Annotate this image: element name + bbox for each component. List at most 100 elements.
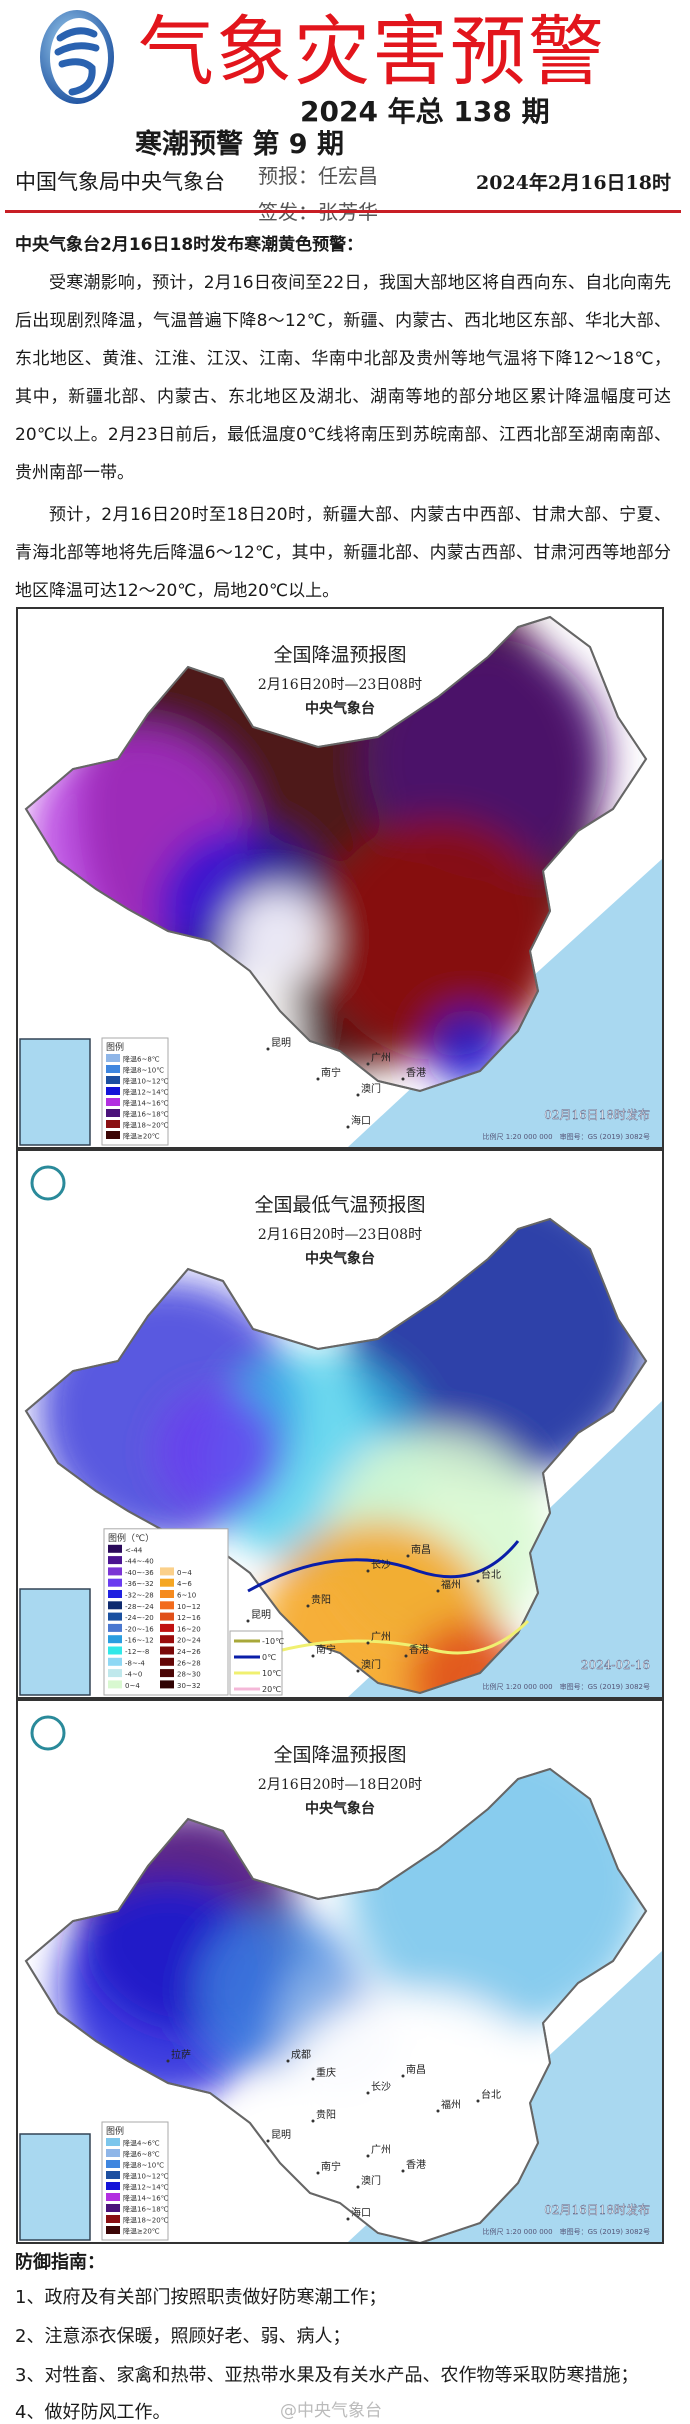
legend-label: 降温12~14℃ bbox=[123, 1088, 169, 1097]
legend-label: -8~-4 bbox=[125, 1659, 145, 1667]
legend-label: -36~-32 bbox=[125, 1580, 154, 1588]
legend-swatch bbox=[160, 1646, 174, 1655]
city-label: 广州 bbox=[371, 1052, 391, 1064]
legend-swatch bbox=[106, 2149, 120, 2157]
legend-label: 降温18~20℃ bbox=[123, 2216, 169, 2225]
legend-label: 降温4~6℃ bbox=[123, 2139, 160, 2148]
legend-title: 图例（℃） bbox=[108, 1532, 154, 1544]
legend-swatch bbox=[108, 1590, 122, 1598]
legend-swatch bbox=[106, 1120, 120, 1128]
city-label: 台北 bbox=[481, 1568, 501, 1581]
legend-label: 12~16 bbox=[177, 1614, 201, 1622]
legend-label: -12~-8 bbox=[125, 1648, 149, 1656]
city-label: 南宁 bbox=[316, 1643, 336, 1656]
cooling-forecast-map: 全国降温预报图 2月16日20时—23日08时 中央气象台 昆明 南宁 广州 香港 澳门 海口 图… bbox=[16, 607, 664, 1149]
legend-swatch bbox=[108, 1578, 122, 1587]
legend-label: 降温16~18℃ bbox=[123, 1110, 169, 1119]
map-agency: 中央气象台 bbox=[305, 700, 375, 717]
isoline-label: 0℃ bbox=[262, 1653, 276, 1662]
legend-swatch bbox=[160, 1657, 174, 1666]
city-label: 福州 bbox=[441, 1578, 461, 1591]
city-label: 南宁 bbox=[321, 2160, 341, 2173]
legend-label: 降温6~8℃ bbox=[123, 2150, 160, 2159]
legend-label: 28~30 bbox=[177, 1671, 201, 1679]
legend-label: 降温6~8℃ bbox=[123, 1055, 160, 1064]
city-label: 南宁 bbox=[321, 1066, 341, 1079]
map-period: 2月16日20时—18日20时 bbox=[258, 1777, 422, 1793]
cma-logo bbox=[40, 10, 114, 104]
cooling-forecast-map-48h: 全国降温预报图 2月16日20时—18日20时 中央气象台 拉萨 成都 重庆 长沙 南昌 贵阳昆… bbox=[16, 1699, 664, 2244]
legend-label: 降温16~18℃ bbox=[123, 2205, 169, 2214]
city-label: 贵阳 bbox=[316, 2108, 336, 2121]
legend-swatch bbox=[108, 1635, 122, 1644]
legend-swatch bbox=[106, 2193, 120, 2201]
forecaster: 预报：任宏昌 bbox=[258, 164, 378, 188]
legend-label: -40~-36 bbox=[125, 1569, 154, 1577]
legend-swatch bbox=[106, 2171, 120, 2179]
legend-swatch bbox=[108, 1646, 122, 1655]
issuing-org: 中国气象局中央气象台 bbox=[15, 170, 225, 194]
legend-label: 降温10~12℃ bbox=[123, 2172, 169, 2181]
map-period: 2月16日20时—23日08时 bbox=[258, 1227, 422, 1243]
legend-swatch bbox=[106, 1065, 120, 1073]
issue-stamp: 2024-02-16 bbox=[581, 1658, 650, 1672]
legend-label: 降温≥20℃ bbox=[123, 1132, 160, 1141]
header-divider bbox=[5, 210, 681, 213]
legend-swatch bbox=[106, 2182, 120, 2190]
map-agency: 中央气象台 bbox=[305, 1800, 375, 1817]
map-scale-note: 比例尺 1:20 000 000 审图号：GS (2019) 3082号 bbox=[482, 2227, 650, 2236]
legend-swatch bbox=[160, 1601, 174, 1610]
city-label: 广州 bbox=[371, 1631, 391, 1643]
legend-swatch bbox=[106, 1131, 120, 1139]
paragraph: 预计，2月16日20时至18日20时，新疆大部、内蒙古中西部、甘肃大部、宁夏、青… bbox=[15, 505, 671, 601]
guide-item: 2、注意添衣保暖，照顾好老、弱、病人； bbox=[15, 2326, 351, 2347]
city-label: 贵阳 bbox=[311, 1593, 331, 1606]
ten-isoline bbox=[277, 1619, 530, 1655]
issue-date: 2024年2月16日18时 bbox=[476, 172, 671, 194]
legend-label: 4~6 bbox=[177, 1580, 192, 1588]
legend-swatch bbox=[106, 2138, 120, 2146]
city-label: 昆明 bbox=[271, 2129, 291, 2141]
legend-label: 降温8~10℃ bbox=[123, 1066, 164, 1075]
warning-issue: 寒潮预警 第 9 期 bbox=[135, 129, 344, 160]
zero-isoline bbox=[247, 1540, 520, 1593]
legend-title: 图例 bbox=[106, 2125, 124, 2137]
city-label: 海口 bbox=[351, 1114, 371, 1127]
city-label: 长沙 bbox=[371, 1559, 391, 1571]
city-label: 台北 bbox=[481, 2088, 501, 2101]
legend-swatch bbox=[106, 1098, 120, 1106]
legend-label: -20~-16 bbox=[125, 1625, 154, 1633]
legend-swatch bbox=[108, 1544, 122, 1553]
city-label: 海口 bbox=[351, 2206, 371, 2219]
map-agency: 中央气象台 bbox=[305, 1250, 375, 1267]
guide-item: 3、对牲畜、家禽和热带、亚热带水果及有关水产品、农作物等采取防寒措施； bbox=[15, 2365, 639, 2386]
city-label: 长沙 bbox=[371, 2081, 391, 2093]
legend-swatch bbox=[106, 2215, 120, 2223]
legend-label: 30~32 bbox=[177, 1682, 201, 1690]
legend-swatch bbox=[108, 1657, 122, 1666]
isoline-label: 10℃ bbox=[262, 1669, 281, 1678]
legend-label: -44~-40 bbox=[125, 1558, 154, 1566]
legend-swatch bbox=[108, 1680, 122, 1689]
legend-swatch bbox=[108, 1567, 122, 1576]
map-period: 2月16日20时—23日08时 bbox=[258, 677, 422, 693]
legend-swatch bbox=[106, 1054, 120, 1062]
legend-label: 6~10 bbox=[177, 1592, 196, 1600]
legend-swatch bbox=[160, 1680, 174, 1689]
legend-swatch bbox=[160, 1623, 174, 1632]
legend-label: 降温14~16℃ bbox=[123, 2194, 169, 2203]
legend-label: 降温14~16℃ bbox=[123, 1099, 169, 1108]
legend-label: 10~12 bbox=[177, 1603, 201, 1611]
legend-swatch bbox=[106, 2160, 120, 2168]
city-label: 香港 bbox=[406, 1067, 426, 1079]
south-china-sea-inset bbox=[19, 2133, 91, 2241]
city-label: 重庆 bbox=[316, 2066, 336, 2079]
legend-swatch bbox=[160, 1669, 174, 1678]
city-label: 广州 bbox=[371, 2144, 391, 2156]
city-label: 南昌 bbox=[411, 1543, 431, 1556]
paragraph: 受寒潮影响，预计，2月16日夜间至22日，我国大部地区将自西向东、自北向南先后出… bbox=[15, 273, 671, 483]
legend-label: 26~28 bbox=[177, 1659, 201, 1667]
legend-swatch bbox=[160, 1590, 174, 1598]
legend-swatch bbox=[108, 1669, 122, 1678]
